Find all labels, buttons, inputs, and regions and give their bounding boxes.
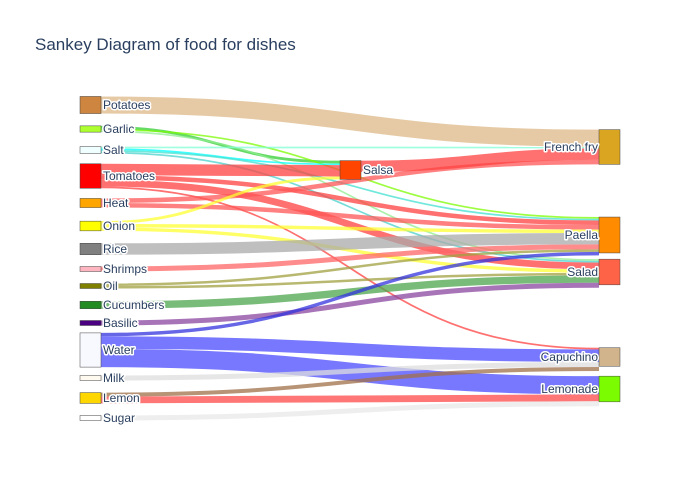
sankey-node-garlic[interactable]: Garlic — [79, 121, 136, 138]
sankey-link-heat-frenchfry[interactable] — [100, 159, 600, 203]
sankey-link-rice-paella[interactable] — [100, 233, 600, 255]
sankey-node-onion[interactable]: Onion — [79, 218, 137, 235]
sankey-node-bar-tomatoes[interactable] — [79, 163, 102, 189]
sankey-node-bar-paella[interactable] — [598, 216, 621, 254]
sankey-node-bar-potatoes[interactable] — [79, 96, 102, 114]
sankey-node-lemonade[interactable]: Lemonade — [540, 375, 621, 403]
sankey-link-onion-paella[interactable] — [100, 224, 600, 234]
sankey-node-capuchino[interactable]: Capuchino — [539, 347, 621, 367]
sankey-node-label-lemon: Lemon — [103, 391, 140, 405]
sankey-node-bar-salad[interactable] — [598, 258, 621, 286]
sankey-link-salt-paella[interactable] — [100, 150, 600, 221]
sankey-node-label-rice: Rice — [103, 242, 127, 256]
sankey-node-bar-onion[interactable] — [79, 220, 102, 232]
sankey-node-label-onion: Onion — [103, 219, 135, 233]
sankey-link-lemon-lemonade[interactable] — [100, 394, 600, 404]
sankey-node-sugar[interactable]: Sugar — [79, 410, 137, 427]
sankey-node-label-frenchfry: French fry — [544, 140, 598, 154]
sankey-node-label-water: Water — [103, 343, 135, 357]
sankey-node-label-capuchino: Capuchino — [541, 350, 599, 364]
sankey-node-label-paella: Paella — [565, 228, 599, 242]
sankey-node-bar-rice[interactable] — [79, 243, 102, 255]
sankey-node-rice[interactable]: Rice — [79, 241, 129, 258]
sankey-link-potatoes-frenchfry[interactable] — [100, 96, 600, 147]
sankey-link-salsa-frenchfry[interactable] — [360, 148, 600, 172]
sankey-node-paella[interactable]: Paella — [563, 216, 621, 254]
sankey-node-salsa[interactable]: Salsa — [339, 160, 395, 180]
sankey-link-onion-salsa[interactable] — [100, 176, 341, 225]
sankey-nodes: Potatoes Garlic Salt Tomatoes Heat Onion Rice S… — [79, 96, 621, 427]
sankey-node-water[interactable]: Water — [79, 332, 136, 368]
sankey-node-label-heat: Heat — [103, 196, 129, 210]
sankey-link-lemon-capuchino[interactable] — [100, 366, 600, 397]
sankey-node-label-basilic: Basilic — [103, 316, 138, 330]
sankey-node-salt[interactable]: Salt — [79, 142, 126, 159]
chart-title: Sankey Diagram of food for dishes — [35, 35, 296, 54]
sankey-node-bar-salsa[interactable] — [339, 160, 362, 180]
sankey-link-onion-salad[interactable] — [100, 227, 600, 273]
sankey-node-oil[interactable]: Oil — [79, 278, 119, 295]
sankey-node-basilic[interactable]: Basilic — [79, 315, 139, 332]
sankey-link-tomatoes-salsa[interactable] — [100, 163, 341, 177]
sankey-node-bar-lemon[interactable] — [79, 392, 102, 404]
sankey-link-tomatoes-paella[interactable] — [100, 175, 600, 226]
sankey-node-bar-milk[interactable] — [79, 375, 102, 381]
sankey-link-salt-salad[interactable] — [100, 151, 600, 263]
sankey-node-bar-heat[interactable] — [79, 198, 102, 208]
sankey-link-oil-paella[interactable] — [100, 249, 600, 286]
sankey-node-label-oil: Oil — [103, 279, 118, 293]
sankey-links — [100, 96, 600, 421]
sankey-node-cucumbers[interactable]: Cucumbers — [79, 297, 166, 314]
sankey-node-milk[interactable]: Milk — [79, 370, 127, 387]
sankey-node-bar-water[interactable] — [79, 332, 102, 368]
sankey-node-lemon[interactable]: Lemon — [79, 390, 141, 407]
sankey-node-bar-basilic[interactable] — [79, 320, 102, 326]
sankey-node-bar-cucumbers[interactable] — [79, 301, 102, 309]
sankey-node-bar-salt[interactable] — [79, 146, 102, 154]
sankey-node-bar-sugar[interactable] — [79, 415, 102, 421]
sankey-node-potatoes[interactable]: Potatoes — [79, 96, 152, 114]
sankey-link-basilic-salad[interactable] — [100, 282, 600, 326]
sankey-node-label-cucumbers: Cucumbers — [103, 298, 164, 312]
sankey-node-frenchfry[interactable]: French fry — [542, 129, 621, 165]
sankey-link-oil-salad[interactable] — [100, 272, 600, 289]
sankey-node-bar-oil[interactable] — [79, 283, 102, 289]
sankey-link-heat-paella[interactable] — [100, 203, 600, 230]
sankey-node-bar-lemonade[interactable] — [598, 375, 621, 403]
sankey-link-cucumbers-salad[interactable] — [100, 275, 600, 309]
sankey-link-shrimps-paella[interactable] — [100, 244, 600, 272]
sankey-node-label-sugar: Sugar — [103, 411, 135, 425]
sankey-node-bar-shrimps[interactable] — [79, 266, 102, 272]
sankey-link-garlic-salsa[interactable] — [100, 125, 341, 164]
sankey-node-label-salt: Salt — [103, 143, 124, 157]
sankey-node-heat[interactable]: Heat — [79, 195, 131, 212]
sankey-link-water-capuchino[interactable] — [100, 336, 600, 362]
sankey-node-bar-garlic[interactable] — [79, 125, 102, 133]
sankey-link-milk-capuchino[interactable] — [100, 361, 600, 381]
sankey-node-label-tomatoes: Tomatoes — [103, 169, 155, 183]
sankey-link-sugar-lemonade[interactable] — [100, 401, 600, 421]
sankey-node-salad[interactable]: Salad — [566, 258, 621, 286]
sankey-node-label-milk: Milk — [103, 371, 125, 385]
sankey-node-label-salsa: Salsa — [363, 163, 393, 177]
sankey-link-water-paella[interactable] — [100, 251, 600, 337]
sankey-node-label-lemonade: Lemonade — [541, 382, 598, 396]
sankey-node-label-potatoes: Potatoes — [103, 98, 150, 112]
sankey-node-label-salad: Salad — [567, 265, 598, 279]
sankey-node-tomatoes[interactable]: Tomatoes — [79, 163, 157, 189]
sankey-node-label-garlic: Garlic — [103, 122, 134, 136]
sankey-link-tomatoes-salad[interactable] — [100, 179, 600, 270]
sankey-node-shrimps[interactable]: Shrimps — [79, 261, 149, 278]
sankey-node-bar-capuchino[interactable] — [598, 347, 621, 367]
sankey-node-bar-frenchfry[interactable] — [598, 129, 621, 165]
sankey-node-label-shrimps: Shrimps — [103, 262, 147, 276]
